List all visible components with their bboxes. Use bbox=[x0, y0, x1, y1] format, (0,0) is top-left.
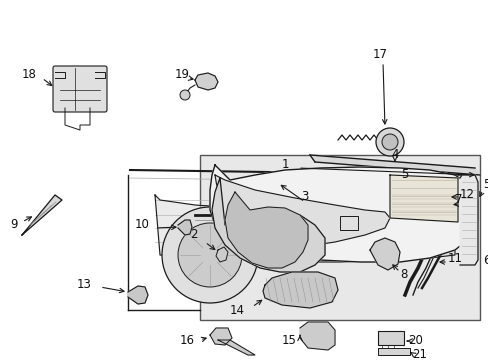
Text: 9: 9 bbox=[10, 219, 18, 231]
Text: 4: 4 bbox=[390, 148, 398, 162]
Polygon shape bbox=[369, 238, 399, 270]
Text: 10: 10 bbox=[135, 219, 150, 231]
Bar bbox=[377, 331, 403, 345]
Polygon shape bbox=[209, 328, 231, 345]
Text: 15: 15 bbox=[282, 333, 296, 346]
Polygon shape bbox=[218, 340, 254, 355]
Polygon shape bbox=[263, 272, 337, 308]
Polygon shape bbox=[195, 73, 218, 90]
Polygon shape bbox=[459, 175, 477, 265]
Polygon shape bbox=[22, 195, 62, 235]
Polygon shape bbox=[215, 175, 389, 248]
Polygon shape bbox=[216, 247, 227, 262]
Circle shape bbox=[375, 128, 403, 156]
FancyBboxPatch shape bbox=[53, 66, 107, 112]
Text: 16: 16 bbox=[180, 333, 195, 346]
Circle shape bbox=[162, 207, 258, 303]
Bar bbox=[200, 155, 479, 320]
Polygon shape bbox=[264, 171, 294, 193]
Text: 13: 13 bbox=[77, 279, 92, 292]
Text: 18: 18 bbox=[22, 68, 37, 81]
Text: 5: 5 bbox=[400, 168, 407, 181]
Text: 3: 3 bbox=[301, 190, 308, 203]
Bar bbox=[377, 348, 409, 355]
Polygon shape bbox=[209, 165, 477, 262]
Circle shape bbox=[178, 223, 242, 287]
Polygon shape bbox=[178, 220, 192, 235]
Text: 2: 2 bbox=[190, 229, 198, 242]
Text: 20: 20 bbox=[407, 333, 422, 346]
Bar bbox=[339, 216, 357, 230]
Polygon shape bbox=[299, 322, 334, 350]
Text: 12: 12 bbox=[459, 189, 474, 202]
Polygon shape bbox=[224, 192, 307, 268]
Polygon shape bbox=[389, 175, 457, 222]
Polygon shape bbox=[309, 155, 479, 175]
Text: 8: 8 bbox=[399, 269, 407, 282]
Polygon shape bbox=[212, 178, 325, 272]
Text: 14: 14 bbox=[229, 303, 244, 316]
Polygon shape bbox=[155, 195, 454, 262]
Text: 11: 11 bbox=[447, 252, 462, 265]
Text: 5: 5 bbox=[482, 179, 488, 192]
Text: 17: 17 bbox=[372, 49, 386, 62]
Polygon shape bbox=[128, 286, 148, 304]
Text: 21: 21 bbox=[411, 348, 426, 360]
Text: 7: 7 bbox=[454, 193, 462, 207]
Text: 6: 6 bbox=[482, 253, 488, 266]
Circle shape bbox=[180, 90, 190, 100]
Circle shape bbox=[381, 134, 397, 150]
Text: 19: 19 bbox=[175, 68, 190, 81]
Text: 1: 1 bbox=[281, 158, 288, 171]
